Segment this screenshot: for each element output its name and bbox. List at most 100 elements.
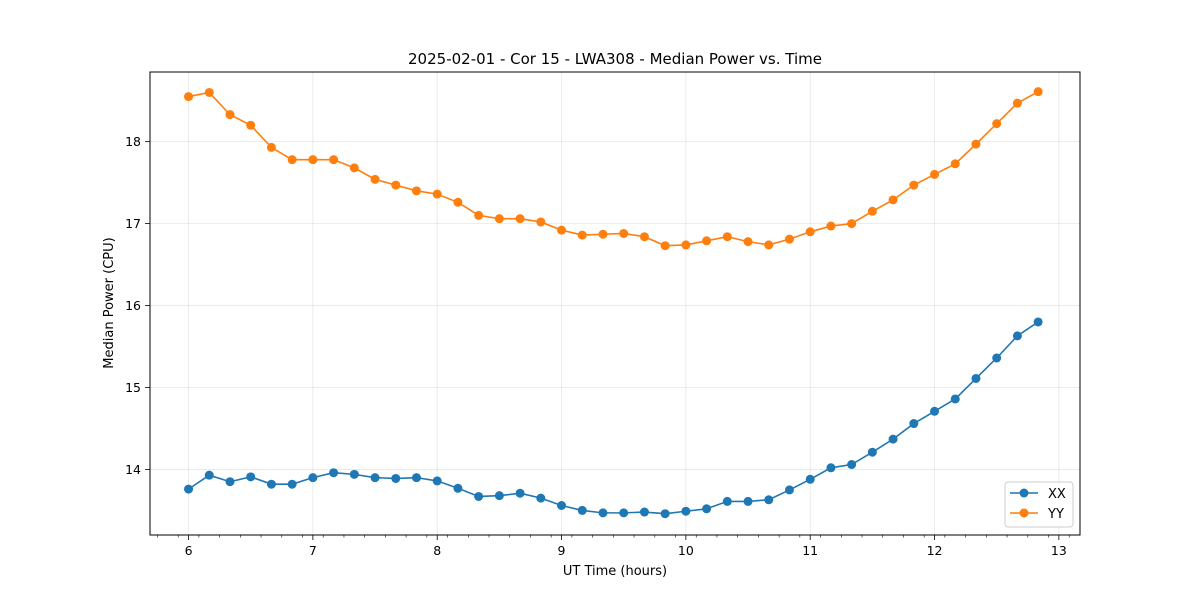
- data-point-xx: [681, 506, 691, 516]
- data-point-xx: [909, 419, 919, 429]
- data-point-yy: [349, 163, 359, 173]
- data-point-yy: [474, 210, 484, 220]
- data-point-xx: [619, 508, 629, 518]
- data-point-yy: [287, 155, 297, 165]
- data-point-yy: [391, 180, 401, 190]
- data-point-xx: [702, 504, 712, 514]
- data-point-yy: [370, 174, 380, 184]
- data-point-yy: [619, 228, 629, 238]
- data-point-xx: [1012, 331, 1022, 341]
- x-tick-label: 12: [927, 543, 943, 558]
- data-point-yy: [515, 214, 525, 224]
- data-point-yy: [743, 237, 753, 247]
- data-point-xx: [329, 468, 339, 478]
- data-point-yy: [411, 186, 421, 196]
- data-point-xx: [432, 476, 442, 486]
- legend-marker-yy: [1019, 508, 1029, 518]
- data-point-xx: [950, 394, 960, 404]
- tick-layer: 6 7 8 9 10 11 12 13 14 15 16 17 18: [125, 134, 1070, 558]
- legend: XX YY: [1004, 481, 1074, 528]
- data-point-yy: [266, 142, 276, 152]
- data-point-yy: [950, 159, 960, 169]
- data-point-xx: [847, 460, 857, 470]
- data-point-yy: [722, 232, 732, 242]
- data-point-xx: [888, 434, 898, 444]
- data-point-xx: [411, 473, 421, 483]
- data-point-yy: [992, 119, 1002, 129]
- data-point-xx: [743, 496, 753, 506]
- chart-title: 2025-02-01 - Cor 15 - LWA308 - Median Po…: [408, 50, 822, 68]
- y-axis-label: Median Power (CPU): [102, 237, 117, 368]
- series-line-yy: [188, 90, 1039, 247]
- data-point-xx: [266, 479, 276, 489]
- data-point-yy: [246, 120, 256, 130]
- data-point-xx: [867, 447, 877, 457]
- data-point-xx: [826, 463, 836, 473]
- data-point-yy: [971, 139, 981, 149]
- data-point-yy: [598, 229, 608, 239]
- data-point-xx: [1033, 317, 1043, 327]
- data-point-yy: [1012, 98, 1022, 108]
- data-point-xx: [370, 473, 380, 483]
- data-point-yy: [1033, 87, 1043, 97]
- data-point-yy: [826, 221, 836, 231]
- data-point-yy: [764, 240, 774, 250]
- data-point-xx: [308, 473, 318, 483]
- data-point-xx: [474, 491, 484, 501]
- data-point-yy: [847, 219, 857, 229]
- data-point-xx: [557, 501, 567, 510]
- data-point-xx: [784, 485, 794, 495]
- data-point-yy: [867, 206, 877, 216]
- data-point-yy: [432, 189, 442, 199]
- data-point-yy: [702, 236, 712, 246]
- grid-lines: [150, 72, 1080, 535]
- data-point-yy: [204, 87, 214, 97]
- data-point-yy: [453, 197, 463, 207]
- data-point-yy: [577, 230, 587, 240]
- data-point-xx: [805, 474, 815, 484]
- data-point-yy: [494, 214, 504, 224]
- data-point-xx: [453, 483, 463, 493]
- x-tick-label: 10: [678, 543, 694, 558]
- data-point-xx: [515, 488, 525, 498]
- data-point-yy: [784, 234, 794, 244]
- x-axis-label: UT Time (hours): [563, 564, 667, 579]
- y-tick-label: 14: [125, 462, 141, 477]
- data-point-xx: [349, 469, 359, 479]
- legend-label-xx: XX: [1048, 487, 1066, 502]
- x-tick-label: 6: [185, 543, 193, 558]
- legend-label-yy: YY: [1047, 507, 1064, 522]
- data-point-yy: [639, 232, 649, 242]
- x-tick-label: 9: [558, 543, 566, 558]
- data-point-xx: [204, 470, 214, 480]
- data-point-xx: [971, 373, 981, 383]
- data-point-yy: [805, 227, 815, 237]
- data-point-xx: [536, 493, 546, 503]
- y-tick-label: 16: [125, 298, 141, 313]
- data-point-xx: [722, 496, 732, 506]
- data-point-yy: [225, 110, 235, 120]
- y-tick-label: 15: [125, 380, 141, 395]
- data-point-xx: [930, 406, 940, 416]
- data-point-yy: [329, 155, 339, 165]
- plot-frame: [149, 71, 1081, 536]
- legend-marker-xx: [1019, 488, 1029, 498]
- data-point-xx: [639, 507, 649, 517]
- data-point-xx: [598, 508, 608, 518]
- data-point-xx: [577, 505, 587, 515]
- data-point-xx: [992, 353, 1002, 363]
- data-point-yy: [308, 155, 318, 165]
- data-point-xx: [391, 473, 401, 483]
- y-tick-label: 17: [125, 216, 141, 231]
- x-tick-label: 13: [1051, 543, 1067, 558]
- data-point-xx: [184, 484, 194, 494]
- series-layer: [184, 87, 1043, 519]
- data-point-yy: [660, 241, 670, 251]
- data-point-yy: [184, 92, 194, 102]
- data-point-xx: [494, 491, 504, 501]
- data-point-xx: [660, 509, 670, 519]
- data-point-xx: [225, 477, 235, 487]
- data-point-yy: [557, 225, 567, 235]
- x-tick-label: 8: [433, 543, 441, 558]
